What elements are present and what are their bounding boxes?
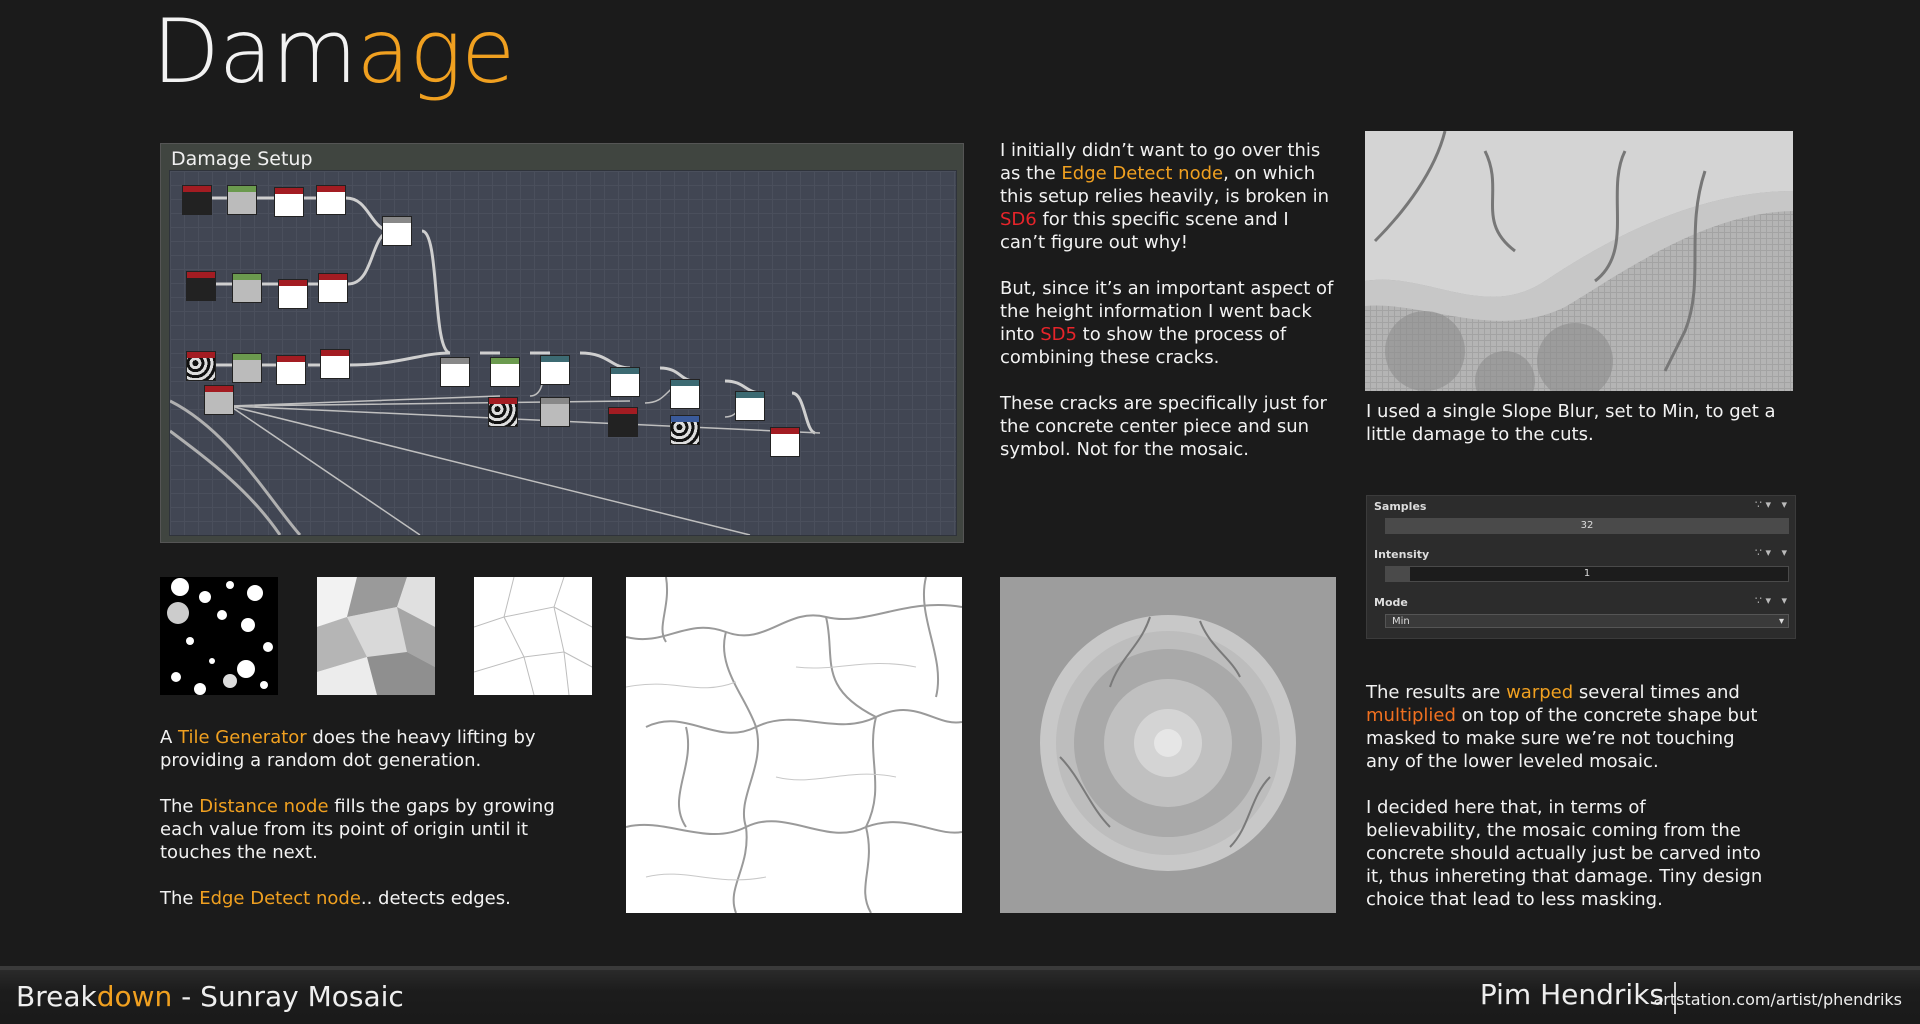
samples-value: 32	[1580, 520, 1594, 531]
graph-node[interactable]	[608, 407, 638, 437]
graph-node[interactable]	[610, 367, 640, 397]
edge-detect-thumbnail	[474, 577, 592, 695]
graph-node[interactable]	[186, 351, 216, 381]
tile-generator-thumbnail	[160, 577, 278, 695]
graph-node[interactable]	[232, 273, 262, 303]
graph-node[interactable]	[227, 185, 257, 215]
row-options-icon[interactable]: ∵ ▾ ▾	[1754, 546, 1787, 559]
slope-blur-render-image	[1365, 131, 1793, 391]
intensity-label: Intensity	[1374, 548, 1430, 561]
samples-row: Samples ∵ ▾ ▾ 32	[1367, 496, 1795, 544]
footer-bar: Breakdown - Sunray Mosaic Pim Hendriks a…	[0, 966, 1920, 1024]
tile-generator-text: A Tile Generator does the heavy lifting …	[160, 727, 555, 909]
concrete-shape-render-image	[1000, 577, 1336, 913]
graph-node[interactable]	[770, 427, 800, 457]
results-text: The results are warped several times and…	[1366, 682, 1763, 910]
chevron-down-icon: ▾	[1778, 616, 1784, 627]
graph-node[interactable]	[318, 273, 348, 303]
footer-divider	[1674, 982, 1676, 1014]
graph-connections	[170, 196, 821, 535]
intensity-row: Intensity ∵ ▾ ▾ 1	[1367, 544, 1795, 592]
graph-canvas[interactable]	[169, 170, 957, 536]
author-name: Pim Hendriks	[1479, 978, 1664, 1011]
graph-node[interactable]	[490, 357, 520, 387]
mode-value: Min	[1392, 616, 1410, 627]
graph-node[interactable]	[186, 271, 216, 301]
graph-node[interactable]	[182, 185, 212, 215]
graph-node[interactable]	[320, 349, 350, 379]
graph-node[interactable]	[440, 357, 470, 387]
cracks-illustration	[626, 577, 962, 913]
graph-node[interactable]	[232, 353, 262, 383]
page-title: Damage	[152, 0, 515, 103]
intensity-slider-fill	[1386, 567, 1411, 581]
mode-label: Mode	[1374, 596, 1408, 609]
footer-breakdown-title: Breakdown - Sunray Mosaic	[16, 980, 404, 1013]
graph-title: Damage Setup	[171, 148, 313, 170]
graph-node[interactable]	[278, 279, 308, 309]
graph-node[interactable]	[735, 391, 765, 421]
mosaic-cracks-illustration	[1365, 131, 1793, 391]
slope-blur-caption: I used a single Slope Blur, set to Min, …	[1366, 401, 1776, 445]
row-options-icon[interactable]: ∵ ▾ ▾	[1754, 498, 1787, 511]
mode-row: Mode ∵ ▾ ▾ Min ▾	[1367, 592, 1795, 640]
slope-blur-properties-panel: Samples ∵ ▾ ▾ 32 Intensity ∵ ▾ ▾ 1 Mode …	[1366, 495, 1796, 639]
intensity-slider[interactable]: 1	[1385, 566, 1789, 582]
intro-text: I initially didn’t want to go over this …	[1000, 140, 1334, 460]
voronoi-cells-illustration	[317, 577, 435, 695]
distance-node-thumbnail	[317, 577, 435, 695]
cracks-height-map-image	[626, 577, 962, 913]
samples-slider[interactable]: 32	[1385, 518, 1789, 534]
graph-node[interactable]	[670, 415, 700, 445]
sun-mosaic-illustration	[1040, 615, 1296, 871]
random-dots-illustration	[167, 578, 273, 695]
graph-node[interactable]	[316, 185, 346, 215]
title-part-1: Dam	[152, 0, 357, 103]
graph-node[interactable]	[540, 355, 570, 385]
node-graph-panel: Damage Setup	[160, 143, 964, 543]
intensity-value: 1	[1583, 568, 1591, 579]
graph-node[interactable]	[540, 397, 570, 427]
samples-label: Samples	[1374, 500, 1427, 513]
row-options-icon[interactable]: ∵ ▾ ▾	[1754, 594, 1787, 607]
graph-node[interactable]	[488, 397, 518, 427]
mode-dropdown[interactable]: Min ▾	[1385, 614, 1789, 628]
title-part-2: age	[356, 0, 515, 103]
graph-node[interactable]	[274, 187, 304, 217]
edge-cells-illustration	[474, 577, 592, 695]
samples-slider-fill	[1386, 519, 1788, 533]
graph-node[interactable]	[382, 216, 412, 246]
graph-node[interactable]	[670, 379, 700, 409]
artstation-link[interactable]: artstation.com/artist/phendriks	[1653, 990, 1902, 1009]
graph-node[interactable]	[204, 385, 234, 415]
graph-node[interactable]	[276, 355, 306, 385]
